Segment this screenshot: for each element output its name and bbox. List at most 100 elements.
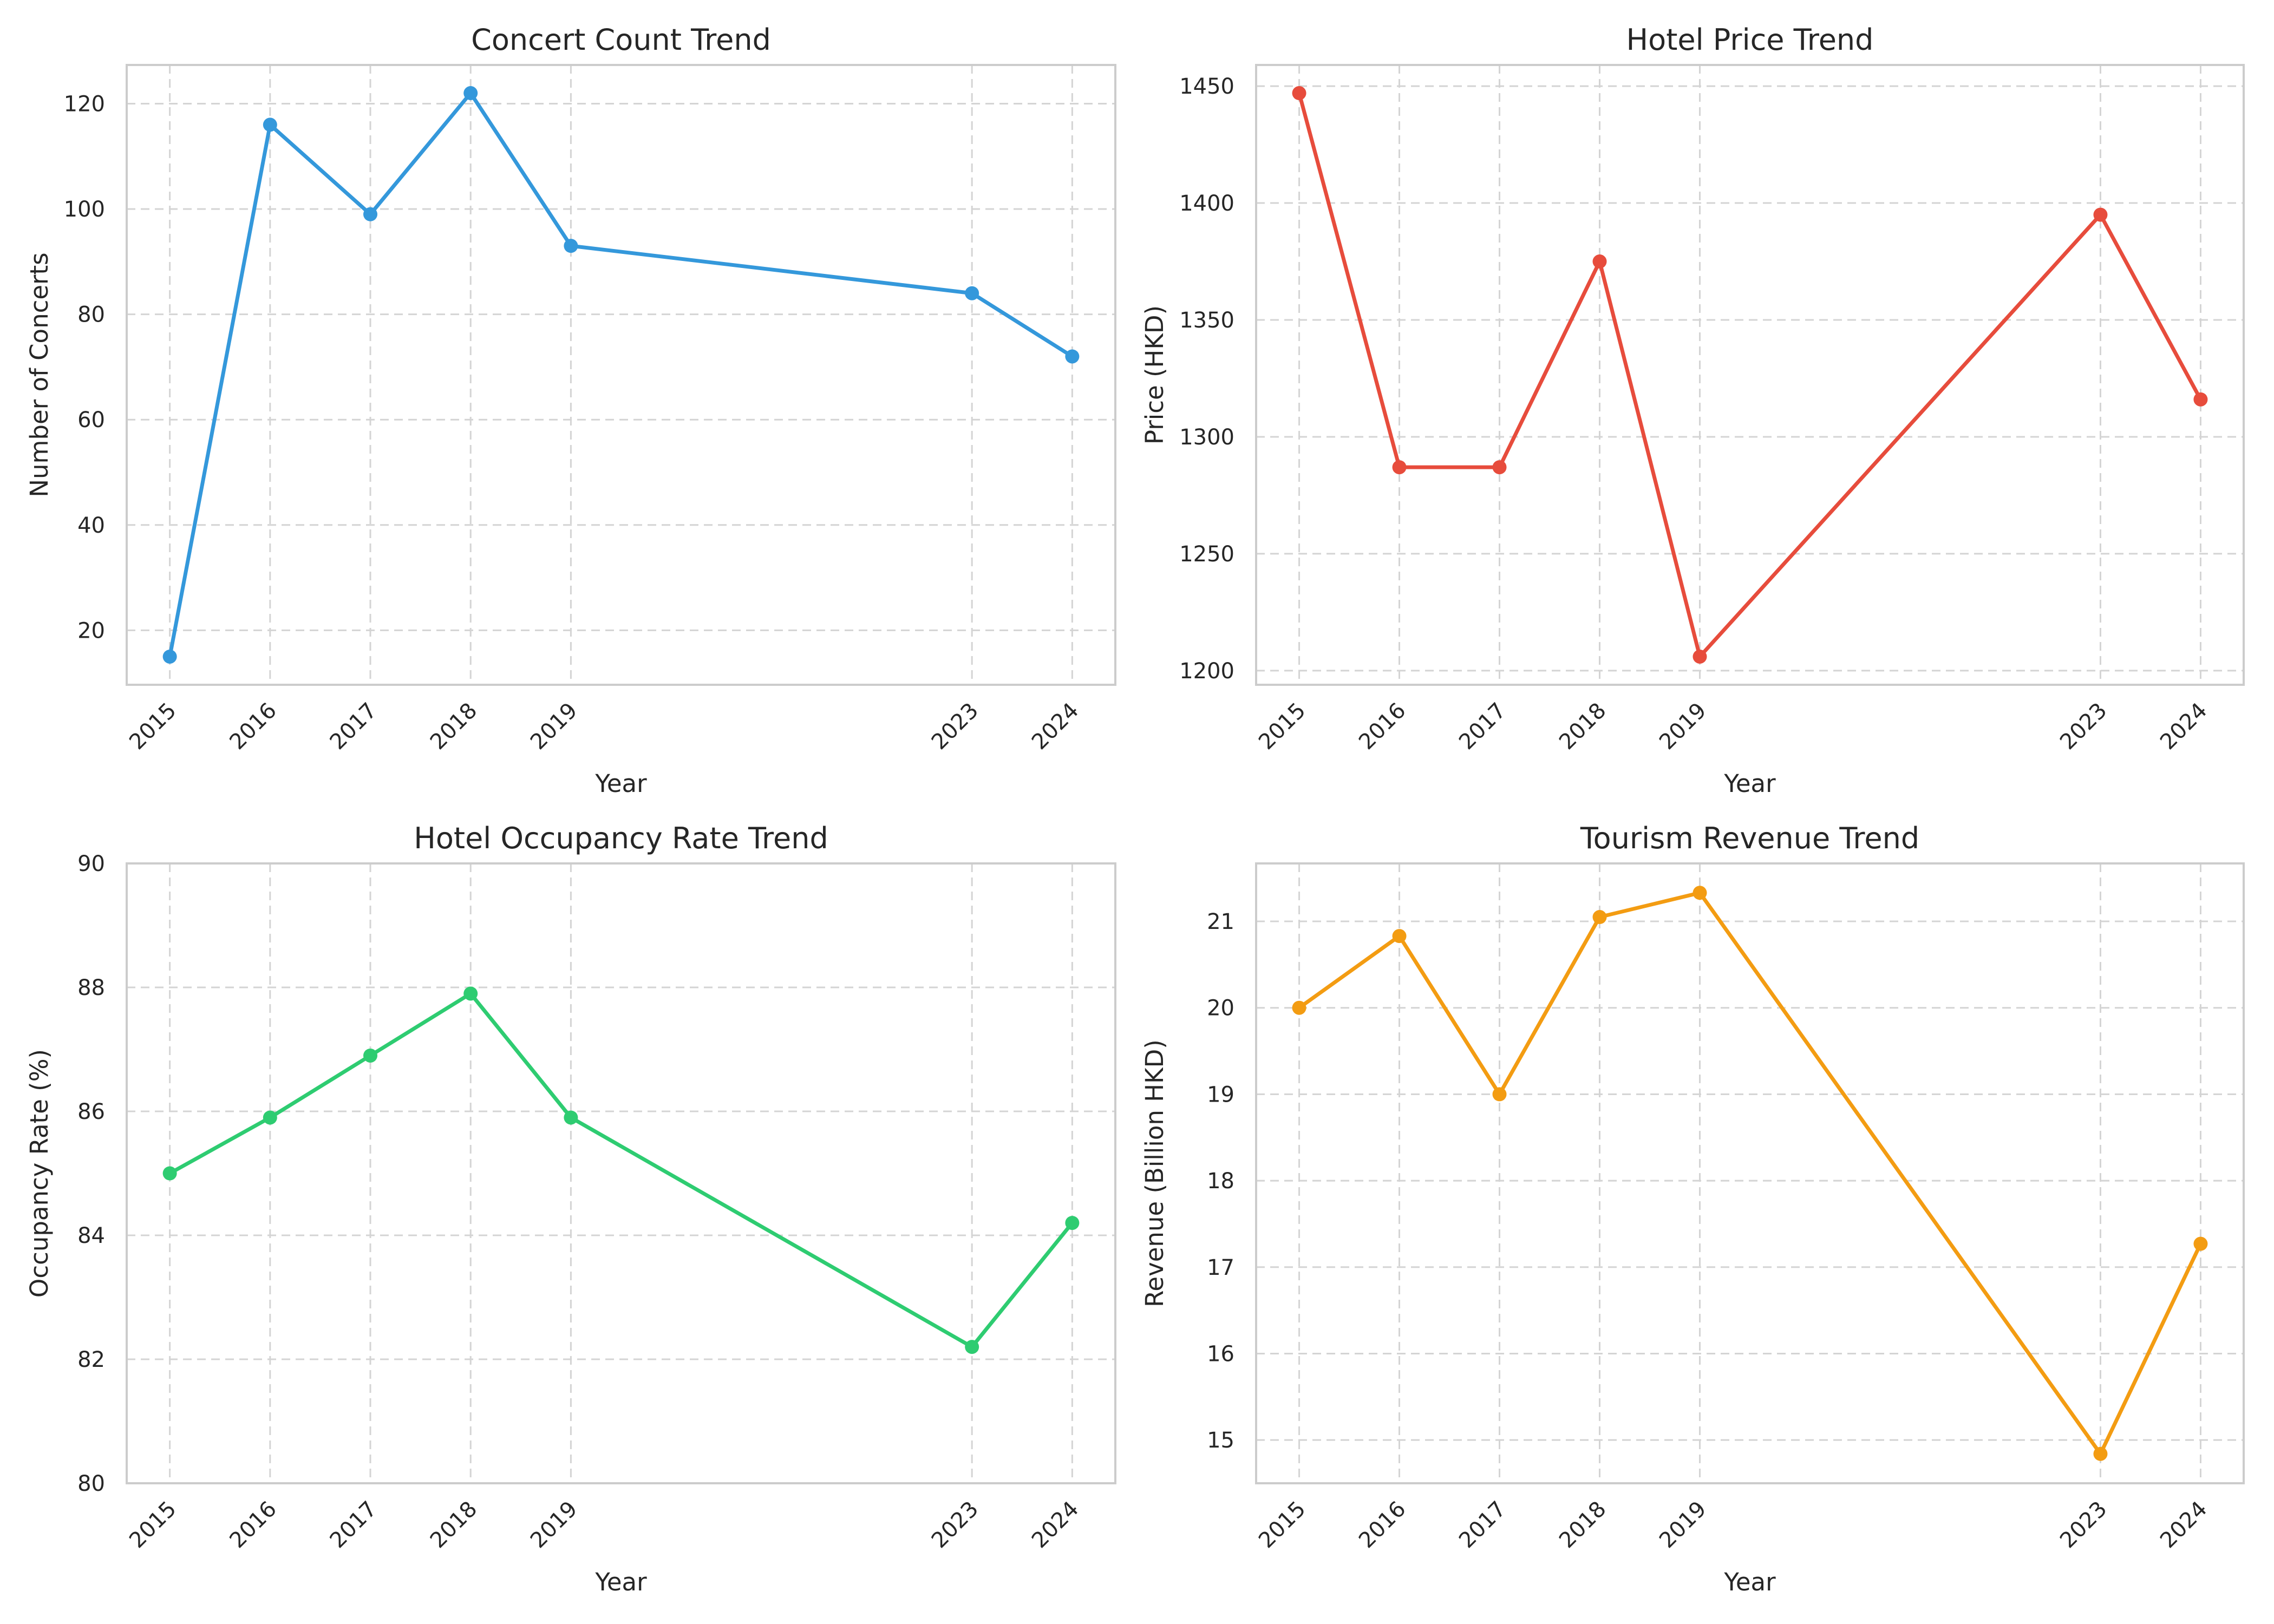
chart-title: Concert Count Trend	[471, 23, 771, 57]
data-point	[162, 1166, 177, 1181]
x-tick-label: 2018	[426, 1497, 482, 1554]
x-axis-label: Year	[594, 1568, 647, 1596]
y-tick-label: 1450	[1179, 74, 1234, 99]
x-tick-label: 2016	[1354, 698, 1411, 755]
plot-frame	[1255, 64, 2245, 686]
x-tick-label: 2016	[1354, 1497, 1411, 1554]
x-tick-label: 2019	[526, 1497, 583, 1554]
y-axis-label: Number of Concerts	[25, 252, 54, 497]
plot-frame	[126, 862, 1116, 1484]
subplot-hotel-price: 1200 1250 1300 1350 1400 1450 2015 2016 2017 2018…	[1140, 23, 2245, 798]
subplot-tourism-revenue: 15 16 17 18 19 20 21 2015 2016 2017 2018 2019 2023 20…	[1140, 821, 2245, 1596]
x-tick-label: 2017	[325, 1497, 382, 1554]
data-point	[2193, 392, 2208, 407]
x-tick-label: 2024	[1027, 1497, 1084, 1554]
data-point	[965, 1340, 979, 1354]
data-point	[2093, 207, 2108, 222]
y-tick-label: 90	[77, 852, 105, 876]
data-point	[1292, 86, 1306, 101]
x-tick-label: 2023	[927, 698, 984, 755]
x-axis-label: Year	[594, 769, 647, 798]
y-tick-label: 88	[77, 975, 105, 1000]
data-point	[1592, 910, 1607, 925]
y-tick-label: 1250	[1179, 542, 1234, 567]
y-tick-label: 40	[77, 513, 105, 538]
y-tick-label: 86	[77, 1099, 105, 1124]
y-tick-label: 18	[1207, 1169, 1234, 1194]
x-tick-label: 2015	[1254, 698, 1311, 755]
series-line	[1297, 91, 2203, 659]
subplot-hotel-occupancy: 80 82 84 86 88 90 2015 2016 2017 2018 2019 2023 2024…	[25, 821, 1116, 1596]
x-tick-label: 2016	[225, 1497, 282, 1554]
y-tick-label: 120	[64, 92, 105, 117]
plot-frame	[126, 64, 1116, 686]
y-tick-label: 21	[1207, 909, 1234, 934]
data-point	[1065, 349, 1080, 364]
data-point	[564, 239, 578, 253]
data-point	[1492, 1087, 1507, 1102]
data-point	[463, 986, 478, 1001]
y-tick-label: 60	[77, 408, 105, 433]
y-tick-label: 80	[77, 1471, 105, 1496]
x-tick-label: 2018	[1554, 698, 1611, 755]
data-point	[1693, 649, 1707, 664]
data-point	[463, 86, 478, 101]
data-point	[1065, 1216, 1080, 1230]
series-line	[168, 991, 1074, 1349]
y-tick-label: 84	[77, 1223, 105, 1248]
x-tick-label: 2023	[2055, 698, 2112, 755]
x-tick-label: 2018	[1554, 1497, 1611, 1554]
subplot-concert-count: 20 40 60 80 100 120 2015 2016 2017 2018 2019 2023 20…	[25, 23, 1116, 798]
x-tick-label: 2023	[2055, 1497, 2112, 1554]
y-axis-label: Revenue (Billion HKD)	[1140, 1039, 1169, 1307]
x-tick-label: 2024	[2155, 698, 2212, 755]
chart-title: Hotel Occupancy Rate Trend	[414, 821, 828, 855]
x-tick-label: 2015	[125, 698, 181, 755]
x-tick-label: 2024	[2155, 1497, 2212, 1554]
series-line	[168, 91, 1074, 659]
data-point	[1492, 460, 1507, 475]
data-point	[1392, 929, 1407, 944]
chart-title: Tourism Revenue Trend	[1580, 821, 1919, 855]
y-tick-label: 15	[1207, 1428, 1234, 1453]
x-tick-label: 2019	[1655, 698, 1711, 755]
y-tick-label: 1200	[1179, 659, 1234, 684]
y-tick-label: 20	[77, 618, 105, 643]
x-tick-label: 2019	[526, 698, 583, 755]
x-axis-label: Year	[1723, 1568, 1776, 1596]
y-tick-label: 19	[1207, 1082, 1234, 1107]
x-tick-label: 2017	[1454, 1497, 1511, 1554]
y-axis-label: Occupancy Rate (%)	[25, 1049, 54, 1298]
series-line	[1297, 890, 2203, 1456]
data-point	[564, 1110, 578, 1125]
y-tick-label: 1350	[1179, 308, 1234, 333]
x-axis-label: Year	[1723, 769, 1776, 798]
x-tick-label: 2017	[1454, 698, 1511, 755]
data-point	[1292, 1000, 1306, 1015]
data-point	[1592, 254, 1607, 269]
y-tick-label: 17	[1207, 1255, 1234, 1280]
y-tick-label: 80	[77, 303, 105, 328]
x-tick-label: 2023	[927, 1497, 984, 1554]
data-point	[162, 649, 177, 664]
x-tick-label: 2015	[1254, 1497, 1311, 1554]
x-tick-label: 2017	[325, 698, 382, 755]
data-point	[2093, 1446, 2108, 1461]
y-tick-label: 1400	[1179, 191, 1234, 216]
y-tick-label: 100	[64, 197, 105, 222]
data-point	[1693, 886, 1707, 900]
plot-frame	[1255, 862, 2245, 1484]
y-tick-label: 20	[1207, 996, 1234, 1021]
y-tick-label: 82	[77, 1347, 105, 1372]
x-tick-label: 2019	[1655, 1497, 1711, 1554]
data-point	[965, 286, 979, 300]
y-tick-label: 16	[1207, 1341, 1234, 1366]
chart-title: Hotel Price Trend	[1626, 23, 1874, 57]
data-point	[363, 1048, 378, 1063]
data-point	[263, 1110, 277, 1125]
x-tick-label: 2018	[426, 698, 482, 755]
data-point	[2193, 1236, 2208, 1251]
data-point	[263, 117, 277, 132]
data-point	[363, 207, 378, 221]
